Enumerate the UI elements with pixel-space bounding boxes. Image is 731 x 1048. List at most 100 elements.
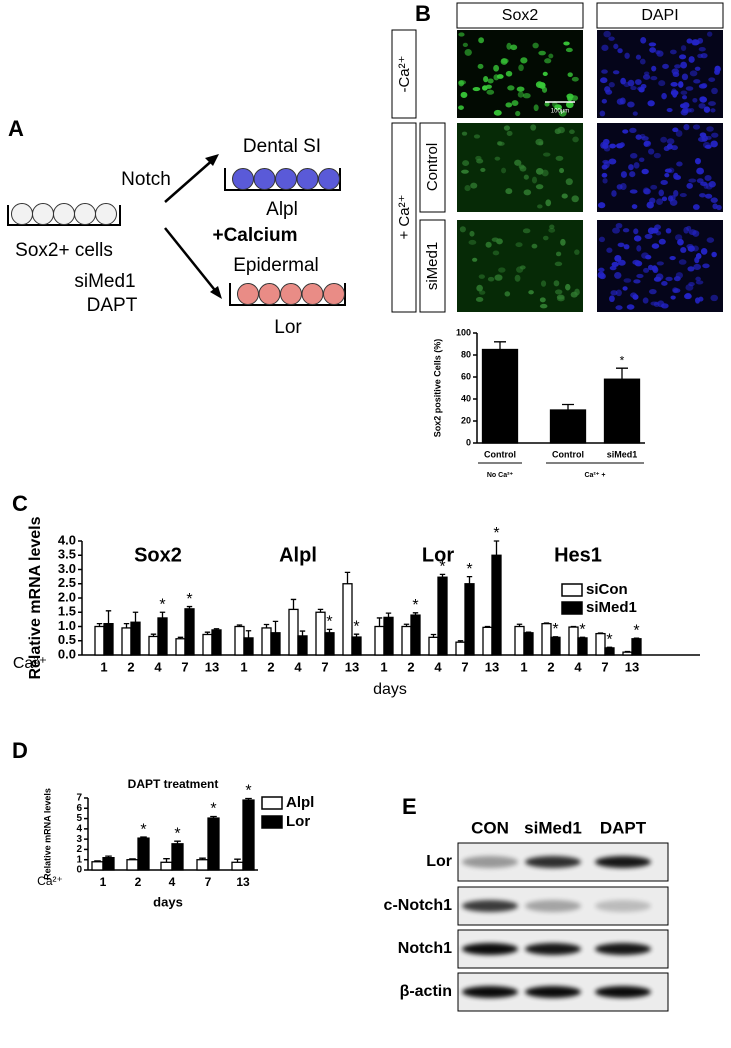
y-tick-label: 1 [76,854,82,865]
bar [184,608,195,656]
nucleus [567,72,573,78]
bar [103,623,114,656]
legend-label: Alpl [286,794,314,811]
error-bar [186,605,193,609]
chart-title: DAPT treatment [128,777,219,791]
bar [160,861,173,871]
bar [130,621,141,656]
nucleus [647,264,654,271]
y-tick-label: 1.0 [58,618,76,633]
x-tick-label: 2 [407,659,414,674]
significance-mark: * [620,353,625,367]
nucleus [598,236,606,243]
x-tick-label: 4 [294,659,302,674]
nucleus [692,124,701,130]
cell [74,203,96,225]
nucleus [507,85,515,91]
y-tick-label: 2.5 [58,575,76,590]
column-label: siMed1 [524,818,582,837]
scale-bar-label: 100μm [551,109,569,115]
nucleus [697,53,704,59]
bar [514,625,525,656]
nucleus [700,247,708,255]
nucleus [629,171,636,178]
x-tick-label: 2 [135,875,142,889]
legend-label: Lor [286,813,310,830]
nucleus [494,274,503,281]
cell [237,283,259,305]
nucleus [679,54,687,60]
error-bar [543,622,550,624]
nucleus [689,70,698,77]
bar [231,861,244,871]
nucleus [506,42,512,50]
nucleus [542,152,551,157]
nucleus [626,304,635,310]
nucleus [620,183,627,190]
error-bar [236,624,243,627]
nucleus [555,155,564,161]
diagram-label: DAPT [87,295,138,316]
nucleus [705,193,713,199]
nucleus [660,136,668,143]
bar [243,637,254,656]
error-bar [129,858,136,860]
nucleus [661,196,668,202]
band [595,856,651,868]
nucleus [672,127,679,133]
bar [342,583,353,656]
nucleus [614,271,622,279]
row-box [419,219,446,313]
y-tick-label: 5 [76,813,82,824]
band [462,900,518,912]
nucleus [472,257,478,262]
nucleus [618,259,626,266]
column-label: DAPT [600,818,647,837]
nucleus [678,81,684,88]
column-header: Sox2 [502,7,539,24]
nucleus [539,297,546,303]
bar [297,635,308,656]
nucleus [598,267,605,273]
nucleus [608,158,617,165]
bar [464,583,475,656]
nucleus [574,249,580,255]
nucleus [464,185,471,192]
nucleus [648,289,657,295]
error-bar [597,632,604,634]
nucleus [478,290,486,295]
nucleus [679,193,687,198]
panel-label: A [8,116,24,141]
bar [401,625,412,656]
nucleus [519,165,527,172]
nucleus [648,42,657,47]
x-tick-label: 4 [169,875,176,889]
error-bar [272,620,279,633]
nucleus [710,197,718,203]
nucleus [545,199,552,207]
bar [242,799,255,871]
nucleus [494,156,501,161]
nucleus [611,261,619,267]
bar [374,625,385,656]
nucleus [693,79,701,84]
nucleus [462,160,470,167]
nucleus [638,157,645,163]
error-bar [150,633,157,637]
error-bar [263,623,270,628]
significance-mark: * [140,821,146,838]
x-tick-label: 1 [520,659,527,674]
significance-mark: * [186,591,192,608]
nucleus [661,92,667,100]
nucleus [617,48,623,54]
error-bar [439,573,446,578]
y-tick-label: 80 [461,349,471,359]
nucleus [682,95,688,100]
nucleus [703,106,711,113]
nucleus [692,204,700,210]
nucleus [670,81,678,87]
nucleus [571,195,579,203]
nucleus [505,188,513,195]
nucleus [671,88,677,96]
significance-mark: * [174,825,180,842]
